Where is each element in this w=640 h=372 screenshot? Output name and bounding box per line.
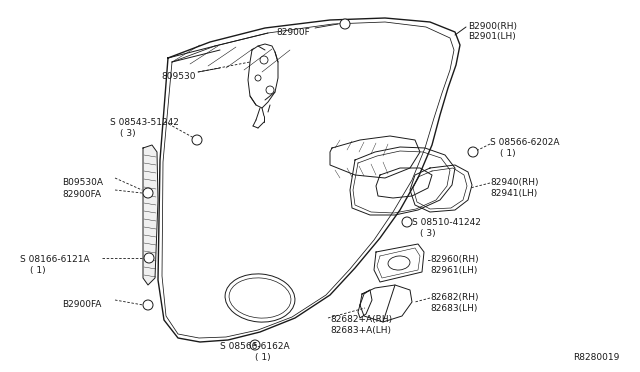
Text: S 08166-6121A: S 08166-6121A [20,255,90,264]
Text: 82682+A(RH): 82682+A(RH) [330,315,392,324]
Text: 82961(LH): 82961(LH) [430,266,477,275]
Ellipse shape [388,256,410,270]
Text: ( 1): ( 1) [500,149,516,158]
Circle shape [143,188,153,198]
Circle shape [250,340,260,350]
Circle shape [266,86,274,94]
Text: S 08543-51242: S 08543-51242 [110,118,179,127]
Circle shape [260,56,268,64]
Polygon shape [143,145,158,285]
Text: B2901(LH): B2901(LH) [468,32,516,41]
Text: 809530: 809530 [161,72,196,81]
Text: S: S [253,343,257,347]
Text: R8280019: R8280019 [573,353,620,362]
Ellipse shape [225,274,295,322]
Text: ( 3): ( 3) [420,229,436,238]
Text: ( 1): ( 1) [30,266,45,275]
Text: ( 1): ( 1) [255,353,271,362]
Text: 82941(LH): 82941(LH) [490,189,537,198]
Text: 82900F: 82900F [276,28,310,37]
Circle shape [340,19,350,29]
Text: 82940(RH): 82940(RH) [490,178,538,187]
Text: 82683(LH): 82683(LH) [430,304,477,313]
Circle shape [143,300,153,310]
Text: S 08566-6162A: S 08566-6162A [220,342,290,351]
Circle shape [255,75,261,81]
Circle shape [192,135,202,145]
Text: B2900(RH): B2900(RH) [468,22,517,31]
Text: 82683+A(LH): 82683+A(LH) [330,326,391,335]
Circle shape [144,253,154,263]
Circle shape [402,217,412,227]
Text: ( 3): ( 3) [120,129,136,138]
Text: B2900FA: B2900FA [62,300,101,309]
Text: B09530A: B09530A [62,178,103,187]
Text: 82682(RH): 82682(RH) [430,293,479,302]
Text: 82900FA: 82900FA [62,190,101,199]
Text: S 08510-41242: S 08510-41242 [412,218,481,227]
Ellipse shape [229,278,291,318]
Text: 82960(RH): 82960(RH) [430,255,479,264]
Text: S 08566-6202A: S 08566-6202A [490,138,559,147]
Circle shape [468,147,478,157]
